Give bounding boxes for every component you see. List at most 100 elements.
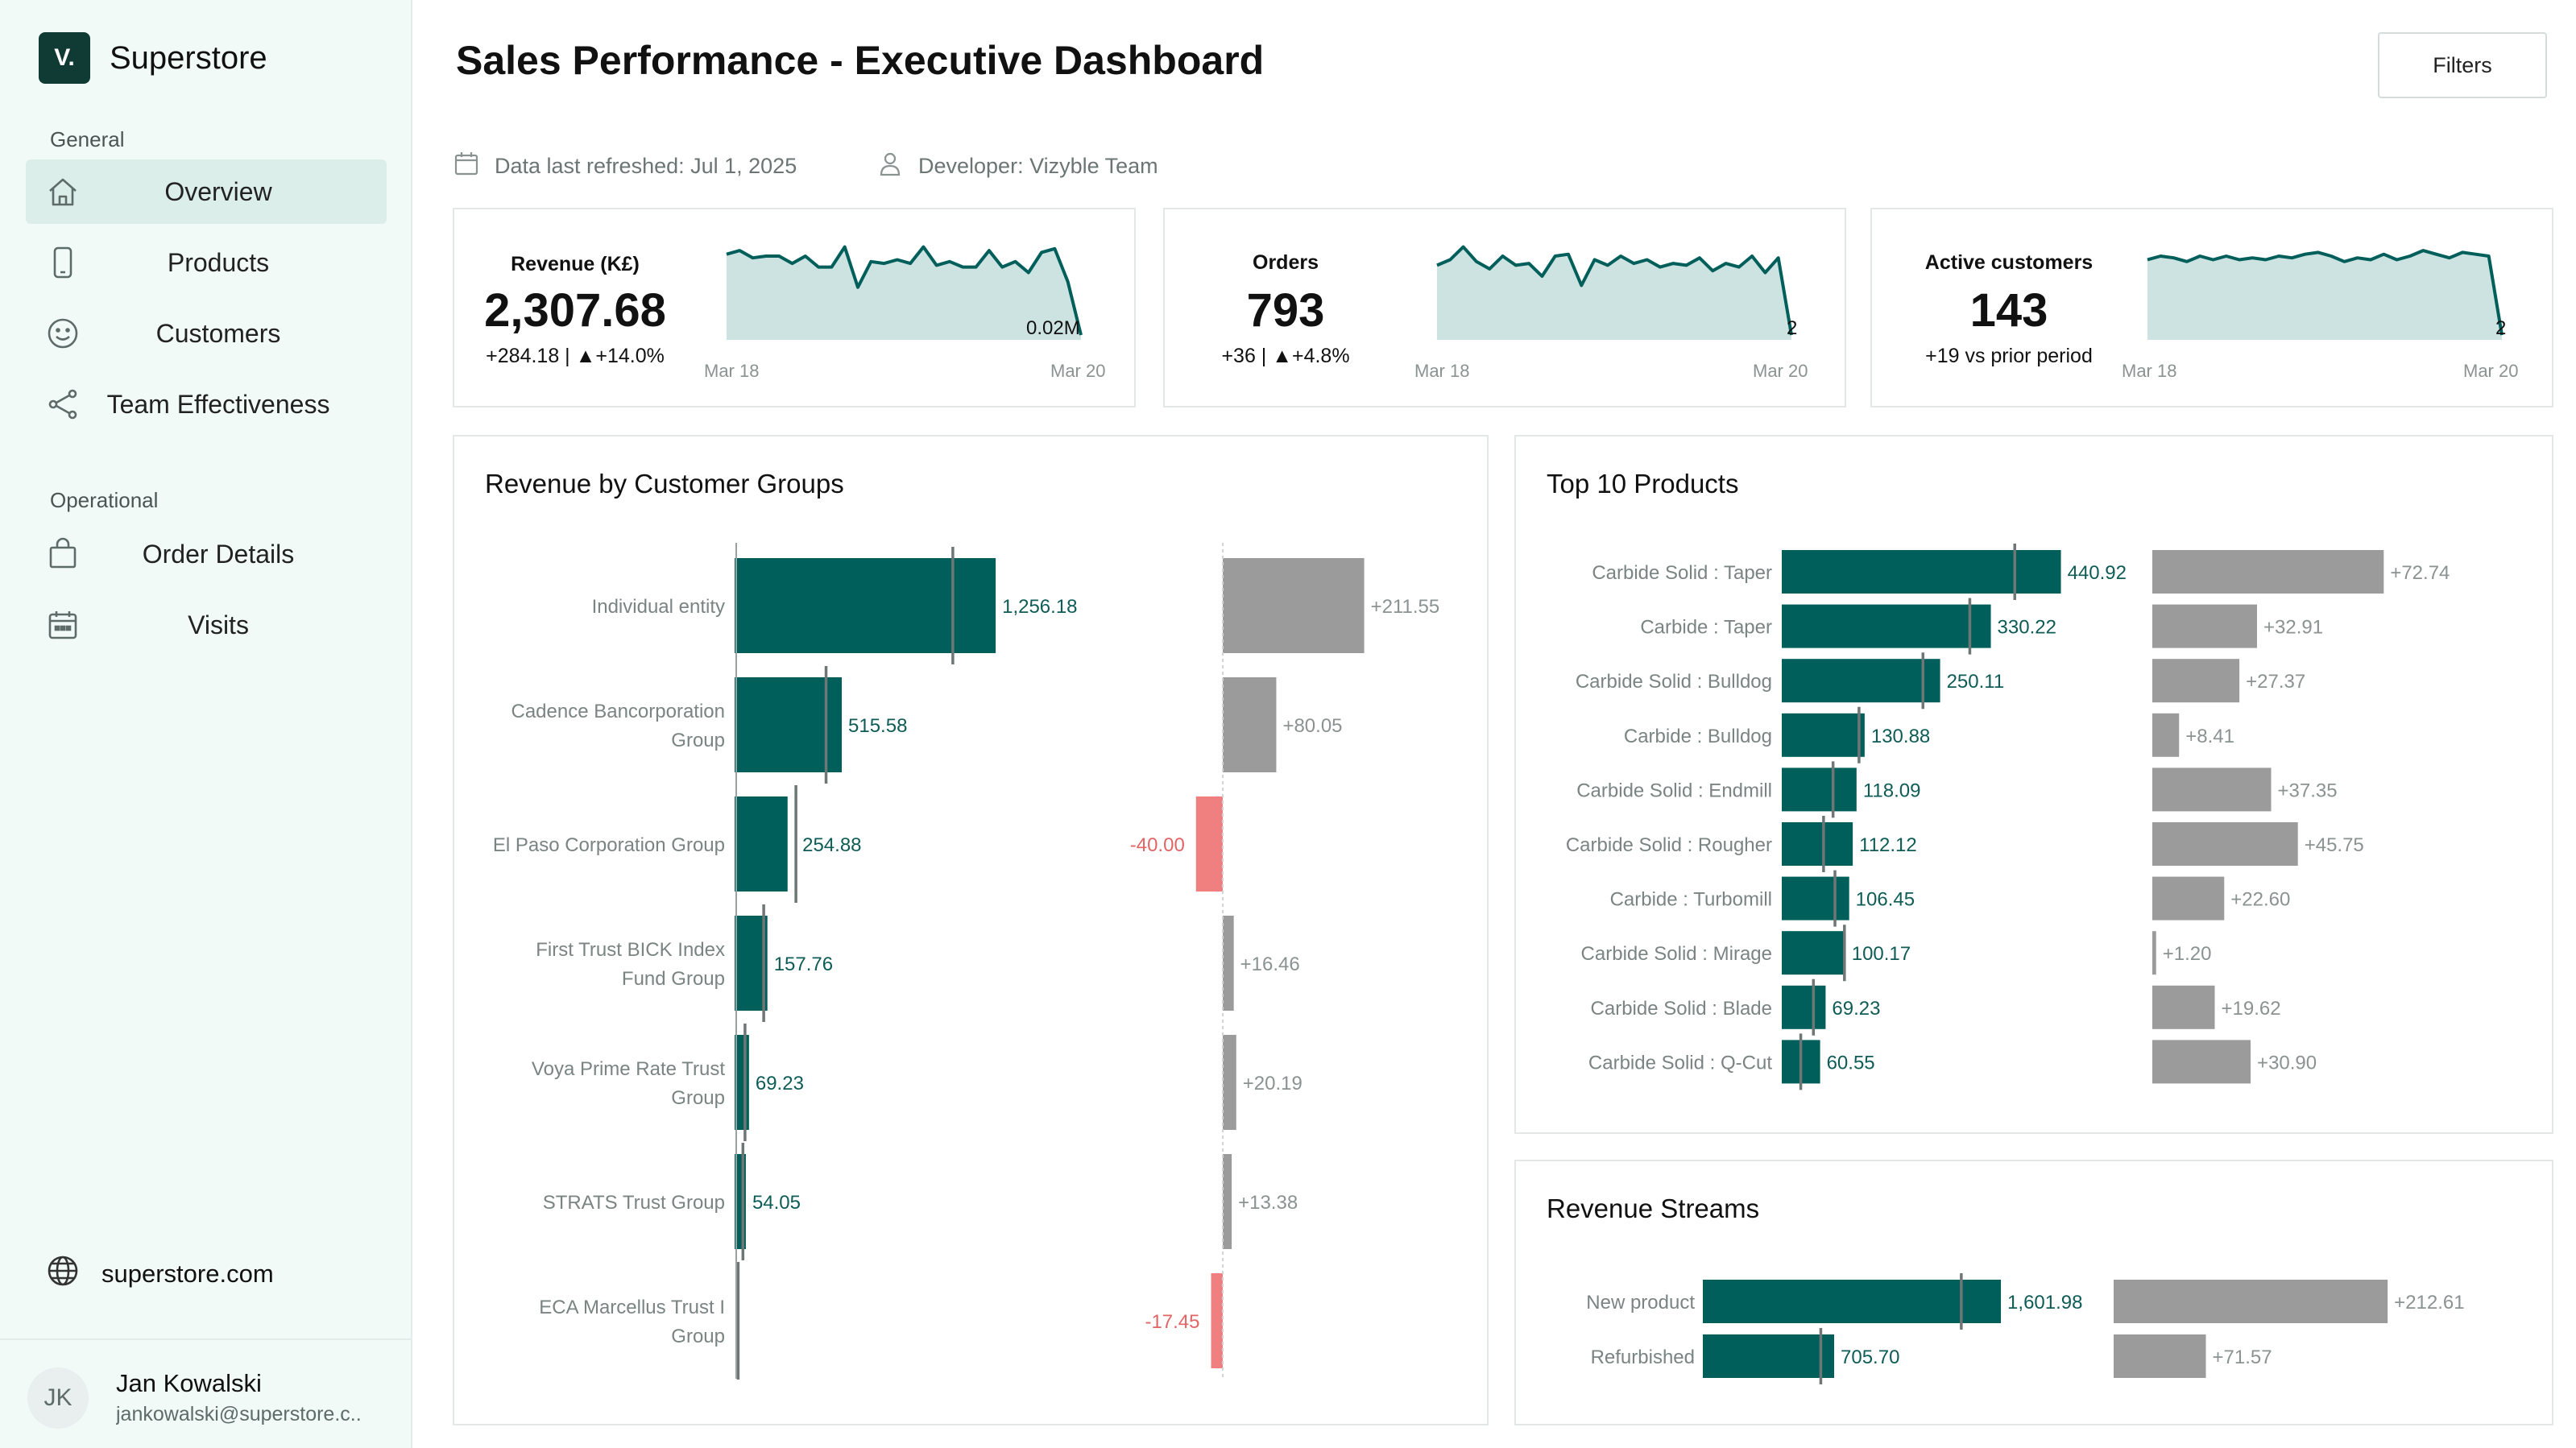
delta-label: +211.55	[1371, 596, 1440, 618]
delta-bar[interactable]	[2152, 713, 2180, 757]
sidebar-item-customers[interactable]: Customers	[26, 301, 387, 366]
refresh-text: Data last refreshed: Jul 1, 2025	[495, 154, 797, 178]
sidebar-item-visits[interactable]: Visits	[26, 593, 387, 657]
sparkline	[1436, 245, 1793, 340]
delta-label: +80.05	[1282, 715, 1342, 737]
delta-label: +37.35	[2278, 780, 2338, 801]
delta-bar[interactable]	[2152, 822, 2298, 866]
sidebar: V. Superstore General Overview Products …	[0, 0, 412, 1448]
value-label: 1,256.18	[1002, 596, 1077, 618]
kpi-card-orders: Orders 793 +36 | ▲+4.8% 2 Mar 18 Mar 20	[1163, 208, 1846, 408]
customer-groups-panel: Revenue by Customer Groups Individual en…	[453, 435, 1489, 1425]
row-label: Carbide : Taper	[1640, 617, 1772, 639]
sidebar-item-order-details[interactable]: Order Details	[26, 522, 387, 586]
row-label: Fund Group	[622, 968, 725, 990]
delta-label: -40.00	[1130, 834, 1185, 856]
sparkline-end-date: Mar 20	[2463, 361, 2519, 381]
delta-bar[interactable]	[1223, 916, 1234, 1011]
value-label: 130.88	[1871, 726, 1930, 747]
value-bar[interactable]	[735, 677, 843, 772]
sparkline-end-label: 2	[1787, 317, 1798, 339]
delta-bar[interactable]	[1223, 1035, 1236, 1130]
delta-bar[interactable]	[2152, 550, 2384, 594]
delta-bar[interactable]	[2152, 659, 2240, 703]
delta-label: +72.74	[2390, 562, 2450, 584]
revenue-streams-chart: New product 1,601.98 +212.61 Refurbished 705…	[1586, 1273, 2465, 1384]
avatar: JK	[27, 1367, 89, 1429]
brand[interactable]: V. Superstore	[39, 32, 267, 84]
sparkline-end-label: 2	[2495, 317, 2507, 339]
value-bar[interactable]	[1782, 604, 1991, 648]
delta-bar[interactable]	[1223, 1154, 1232, 1249]
site-link[interactable]: superstore.com	[45, 1253, 274, 1295]
row-label: Voya Prime Rate Trust	[532, 1058, 725, 1080]
delta-bar[interactable]	[1211, 1273, 1223, 1368]
delta-bar[interactable]	[1223, 558, 1365, 653]
sparkline-area	[1437, 246, 1791, 340]
sidebar-item-label: Customers	[155, 318, 281, 348]
value-bar[interactable]	[1782, 767, 1857, 812]
user-name: Jan Kowalski	[116, 1369, 262, 1397]
user-profile[interactable]: JK Jan Kowalski jankowalski@superstore.c…	[0, 1338, 411, 1448]
delta-bar[interactable]	[1195, 796, 1223, 892]
value-bar[interactable]	[1782, 822, 1853, 866]
sidebar-item-team-effectiveness[interactable]: Team Effectiveness	[26, 372, 387, 436]
value-bar[interactable]	[1782, 985, 1826, 1029]
delta-bar[interactable]	[1223, 677, 1277, 772]
row-label: New product	[1586, 1292, 1695, 1314]
value-bar[interactable]	[735, 796, 788, 892]
value-bar[interactable]	[735, 916, 768, 1011]
value-bar[interactable]	[1703, 1280, 2002, 1323]
row-label: ECA Marcellus Trust I	[539, 1297, 725, 1318]
delta-label: +1.20	[2163, 943, 2212, 965]
row-label: Carbide Solid : Bulldog	[1576, 671, 1772, 693]
sparkline-line	[726, 245, 1083, 336]
value-bar[interactable]	[1782, 876, 1849, 921]
value-label: 54.05	[752, 1192, 801, 1214]
value-bar[interactable]	[735, 558, 996, 653]
value-label: 440.92	[2068, 562, 2127, 584]
home-icon	[45, 174, 81, 209]
value-label: 330.22	[1998, 617, 2056, 639]
delta-bar[interactable]	[2152, 931, 2156, 975]
kpi-value: 793	[1246, 284, 1325, 337]
row-label: STRATS Trust Group	[543, 1192, 725, 1214]
sidebar-item-label: Team Effectiveness	[106, 389, 330, 419]
sidebar-item-products[interactable]: Products	[26, 230, 387, 295]
value-label: 100.17	[1852, 943, 1911, 965]
delta-label: +27.37	[2246, 671, 2305, 693]
delta-label: +13.38	[1238, 1192, 1298, 1214]
sparkline-end-date: Mar 20	[1753, 361, 1808, 381]
brand-logo: V.	[39, 32, 90, 84]
value-bar[interactable]	[1782, 659, 1940, 703]
kpi-change: +19 vs prior period	[1925, 345, 2093, 367]
value-bar[interactable]	[1782, 550, 2061, 594]
sparkline-end-label: 0.02M	[1026, 317, 1080, 339]
sidebar-item-overview[interactable]: Overview	[26, 159, 387, 224]
delta-bar[interactable]	[2152, 985, 2215, 1029]
delta-bar[interactable]	[2114, 1334, 2206, 1378]
value-bar[interactable]	[1703, 1334, 1835, 1378]
kpi-card-revenue: Revenue (K£) 2,307.68 +284.18 | ▲+14.0% …	[453, 208, 1136, 408]
sparkline	[726, 245, 1083, 340]
row-label: Group	[671, 1326, 725, 1347]
delta-bar[interactable]	[2152, 1040, 2251, 1084]
delta-label: +16.46	[1240, 954, 1300, 975]
value-label: 69.23	[756, 1073, 804, 1094]
delta-bar[interactable]	[2152, 876, 2225, 921]
delta-bar[interactable]	[2152, 767, 2272, 812]
row-label: El Paso Corporation Group	[493, 834, 725, 856]
top-products-chart: Carbide Solid : Taper 440.92 +72.74 Carbide…	[1566, 544, 2450, 1090]
delta-bar[interactable]	[2114, 1280, 2388, 1323]
smiley-icon	[45, 316, 81, 351]
brand-name: Superstore	[110, 39, 267, 76]
value-bar[interactable]	[1782, 713, 1865, 757]
value-bar[interactable]	[1782, 931, 1845, 975]
filters-button[interactable]: Filters	[2378, 32, 2547, 98]
revenue-streams-panel: Revenue Streams New product 1,601.98 +212.…	[1514, 1160, 2553, 1425]
delta-bar[interactable]	[2152, 604, 2257, 648]
globe-icon	[45, 1253, 81, 1295]
delta-label: +30.90	[2257, 1052, 2317, 1074]
value-label: 254.88	[802, 834, 861, 856]
